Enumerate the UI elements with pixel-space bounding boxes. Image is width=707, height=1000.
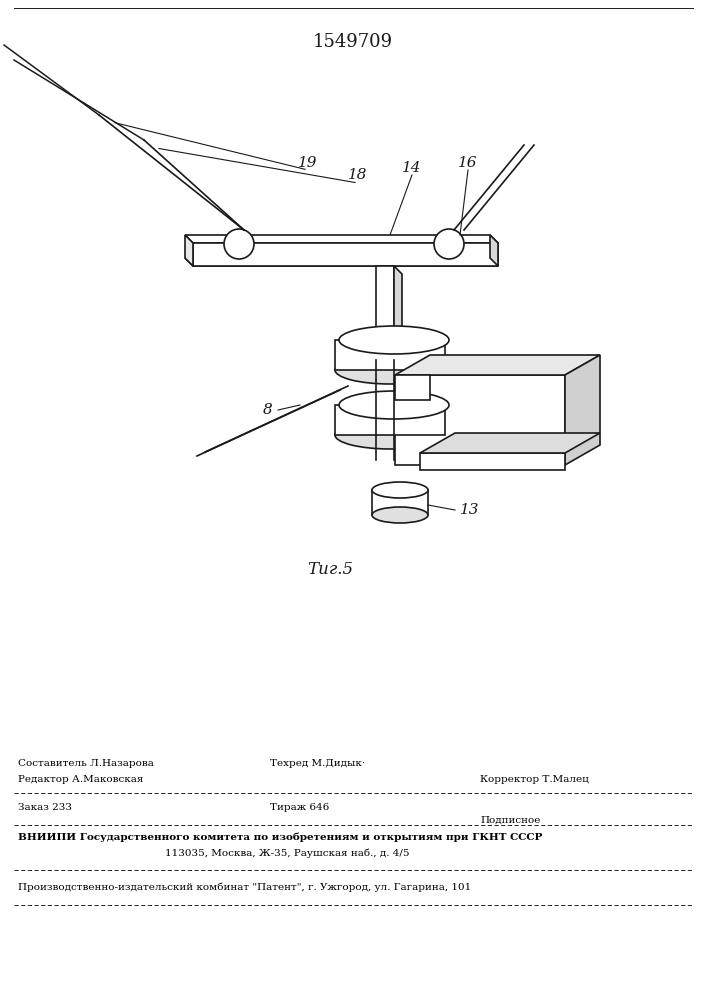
Ellipse shape — [372, 482, 428, 498]
Text: 113035, Москва, Ж-35, Раушская наб., д. 4/5: 113035, Москва, Ж-35, Раушская наб., д. … — [165, 848, 409, 858]
Polygon shape — [372, 490, 428, 515]
Circle shape — [434, 229, 464, 259]
Polygon shape — [490, 235, 498, 266]
Polygon shape — [395, 375, 430, 400]
Polygon shape — [193, 243, 498, 266]
Polygon shape — [395, 375, 565, 465]
Text: 14: 14 — [402, 161, 422, 175]
Text: ВНИИПИ Государственного комитета по изобретениям и открытиям при ГКНТ СССР: ВНИИПИ Государственного комитета по изоб… — [18, 832, 542, 842]
Ellipse shape — [339, 391, 449, 419]
Text: Тираж 646: Тираж 646 — [270, 804, 329, 812]
Ellipse shape — [335, 421, 445, 449]
Text: Техред М.Дидык·: Техред М.Дидык· — [270, 758, 365, 768]
Text: Τиг.5: Τиг.5 — [307, 562, 353, 578]
Ellipse shape — [335, 356, 445, 384]
Polygon shape — [185, 235, 193, 266]
Text: Заказ 233: Заказ 233 — [18, 804, 72, 812]
Polygon shape — [376, 266, 394, 360]
Text: 1549709: 1549709 — [313, 33, 393, 51]
Ellipse shape — [372, 507, 428, 523]
Text: 13: 13 — [460, 503, 480, 517]
Polygon shape — [185, 258, 498, 266]
Polygon shape — [395, 355, 600, 375]
Polygon shape — [185, 235, 498, 243]
Text: 16: 16 — [458, 156, 478, 170]
Text: Корректор Т.Малец: Корректор Т.Малец — [480, 776, 589, 784]
Polygon shape — [394, 266, 402, 368]
Text: Производственно-издательский комбинат "Патент", г. Ужгород, ул. Гагарина, 101: Производственно-издательский комбинат "П… — [18, 882, 472, 892]
Text: 8: 8 — [263, 403, 273, 417]
Ellipse shape — [339, 326, 449, 354]
Polygon shape — [565, 355, 600, 465]
Text: Редактор А.Маковская: Редактор А.Маковская — [18, 776, 144, 784]
Text: 19: 19 — [298, 156, 317, 170]
Text: Составитель Л.Назарова: Составитель Л.Назарова — [18, 758, 154, 768]
Polygon shape — [335, 340, 445, 370]
Text: 18: 18 — [349, 168, 368, 182]
Text: Подписное: Подписное — [480, 816, 540, 824]
Polygon shape — [420, 453, 565, 470]
Polygon shape — [335, 405, 445, 435]
Polygon shape — [420, 433, 600, 453]
Circle shape — [224, 229, 254, 259]
